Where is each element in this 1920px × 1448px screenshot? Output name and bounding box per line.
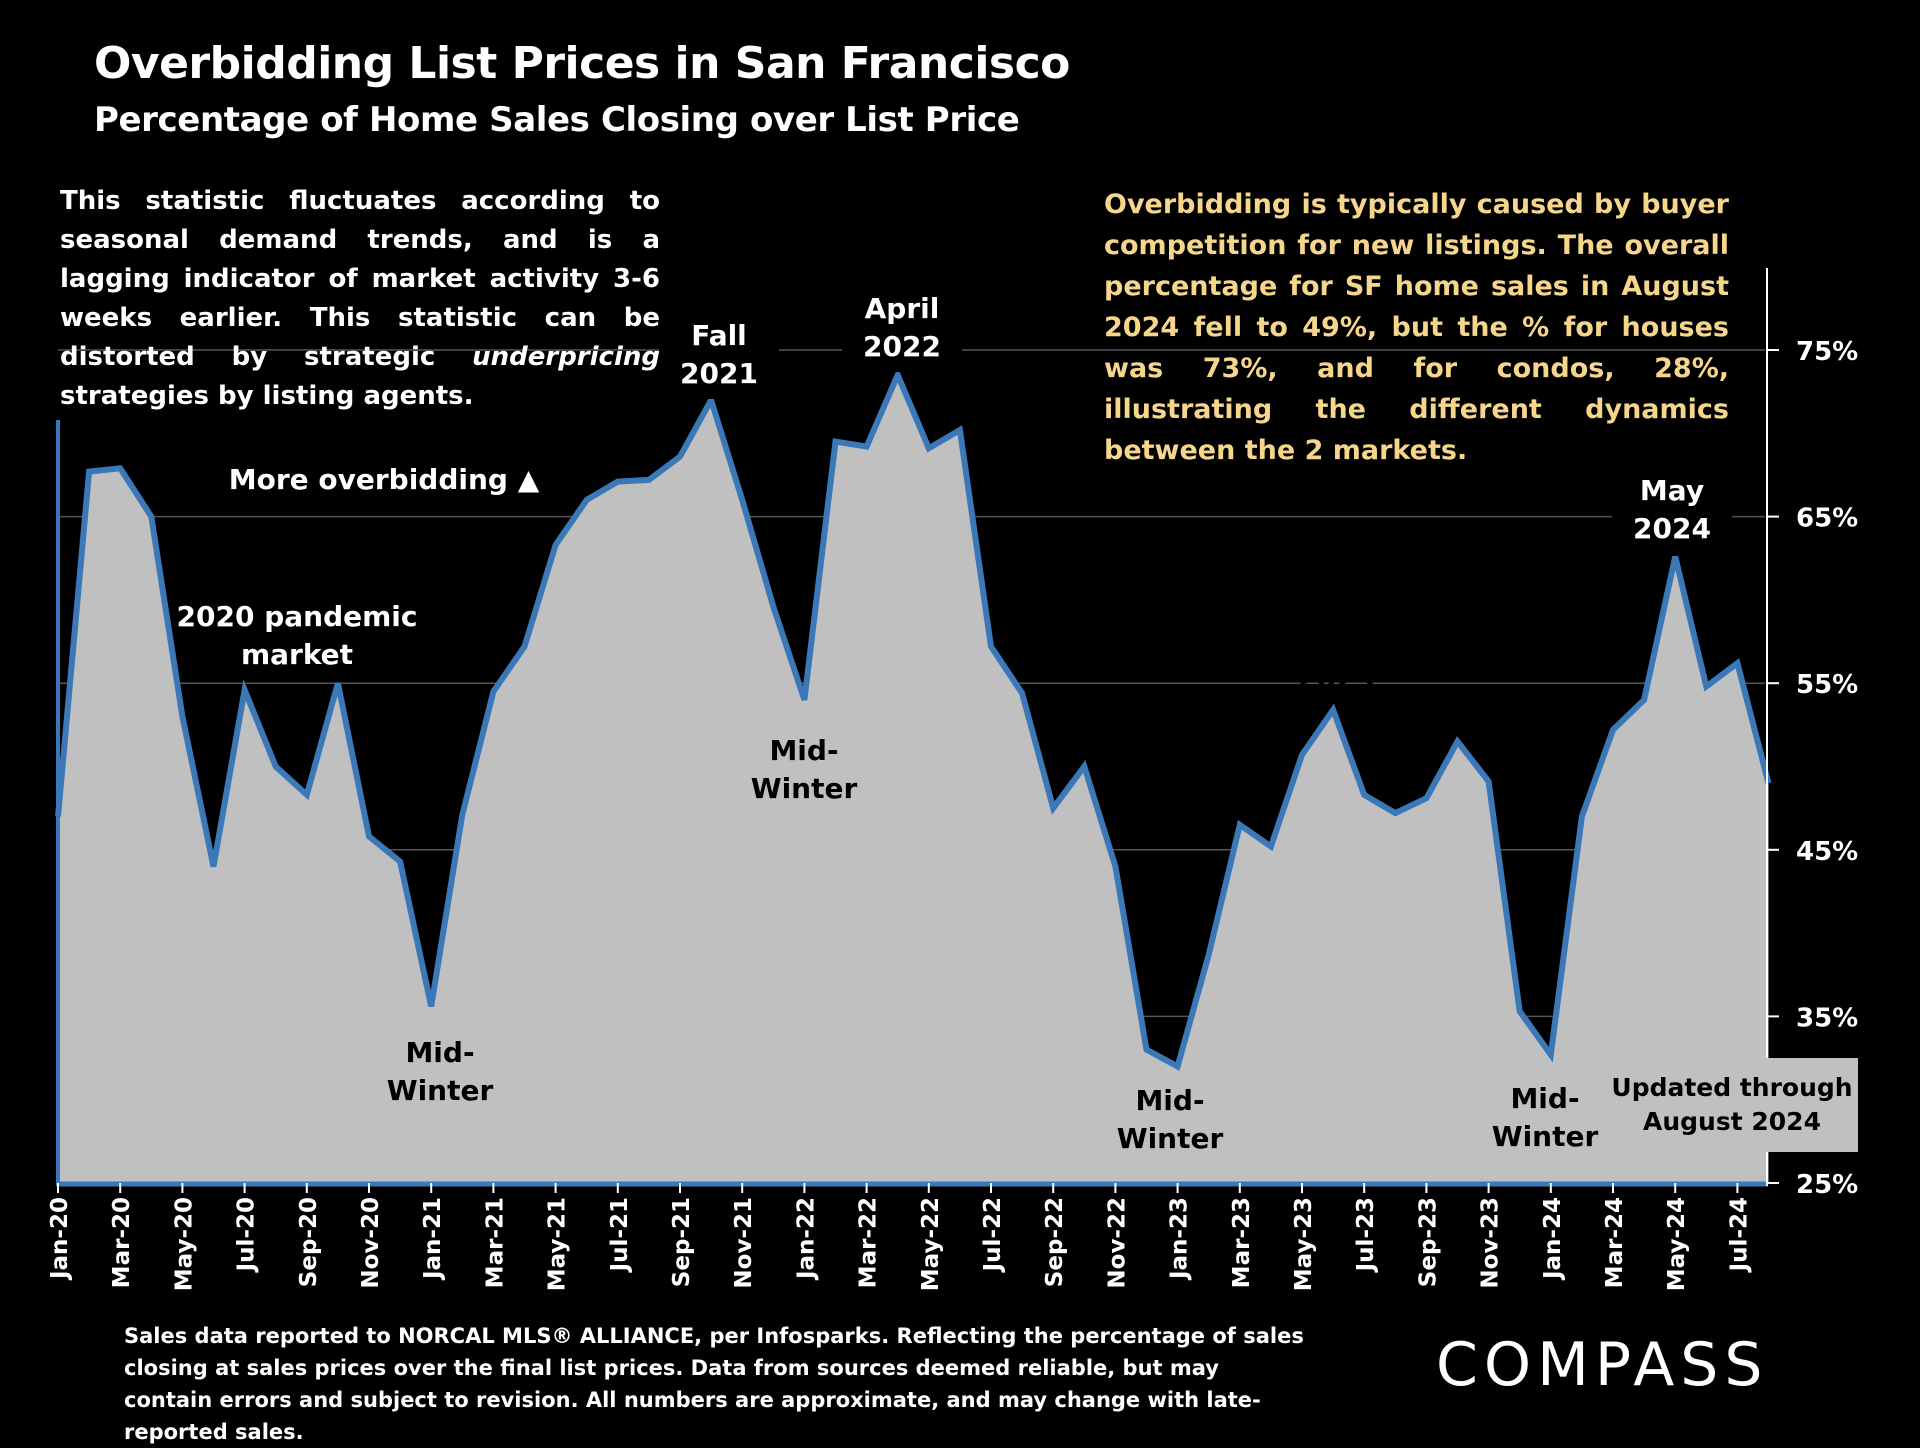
x-tick-label: Sep-22 xyxy=(1042,1197,1068,1287)
annotation-pandemic: 2020 pandemic xyxy=(177,600,418,633)
area-layer xyxy=(58,375,1769,1183)
annotation-mw_jan21: Winter xyxy=(387,1074,494,1107)
annotation-mw_jan23: Winter xyxy=(1117,1122,1224,1155)
x-tick-label: Jul-22 xyxy=(980,1197,1006,1273)
x-tick-label: Nov-22 xyxy=(1104,1197,1130,1289)
x-tick-label: Jul-23 xyxy=(1353,1197,1379,1273)
x-tick-label: Sep-21 xyxy=(669,1197,695,1287)
annotation-updated: August 2024 xyxy=(1643,1107,1821,1136)
x-tick-label: May-20 xyxy=(171,1197,197,1291)
x-tick-label: Nov-21 xyxy=(731,1197,757,1289)
x-tick-label: Nov-23 xyxy=(1478,1197,1504,1289)
annotation-mw_jan24: Winter xyxy=(1492,1120,1599,1153)
source-footnote: Sales data reported to NORCAL MLS® ALLIA… xyxy=(124,1320,1304,1448)
annotation-more_overbidding: More overbidding ▲ xyxy=(229,463,540,496)
x-tick-label: Mar-21 xyxy=(482,1197,508,1288)
x-tick-label: Jul-21 xyxy=(607,1197,633,1273)
annotation-may2024: 2024 xyxy=(1633,512,1711,545)
x-tick-label: May-24 xyxy=(1664,1197,1690,1291)
logo-text: COMPASS xyxy=(1436,1330,1768,1400)
annotation-mw_jan22: Mid- xyxy=(769,734,838,767)
x-tick-label: May-21 xyxy=(545,1197,571,1291)
annotation-june2023: 2023 xyxy=(1297,662,1375,695)
x-tick-label: May-23 xyxy=(1291,1197,1317,1291)
x-tick-label: Jan-24 xyxy=(1540,1197,1566,1281)
annotation-mw_jan21: Mid- xyxy=(405,1036,474,1069)
x-tick-label: Nov-20 xyxy=(358,1197,384,1289)
annotation-april2022: April xyxy=(865,292,940,325)
annotation-june2023: June xyxy=(1299,624,1370,657)
note-right: Overbidding is typically caused by buyer… xyxy=(1104,184,1729,471)
x-tick-label: Mar-23 xyxy=(1229,1197,1255,1288)
y-tick-label: 75% xyxy=(1796,337,1858,367)
annotation-mw_jan23: Mid- xyxy=(1135,1084,1204,1117)
x-tick-label: Jul-20 xyxy=(234,1197,260,1273)
annotation-updated: Updated through xyxy=(1611,1073,1852,1102)
x-tick-label: May-22 xyxy=(918,1197,944,1291)
x-tick-label: Sep-23 xyxy=(1415,1197,1441,1287)
y-tick-label: 55% xyxy=(1796,670,1858,700)
x-tick-label: Mar-24 xyxy=(1602,1197,1628,1288)
x-tick-label: Jan-21 xyxy=(420,1197,446,1281)
annotation-may2024: May xyxy=(1640,474,1704,507)
note-left: This statistic fluctuates according to s… xyxy=(60,182,660,416)
annotation-april2022: 2022 xyxy=(863,330,941,363)
annotation-fall2021: Fall xyxy=(691,319,747,352)
x-tick-label: Mar-22 xyxy=(856,1197,882,1288)
x-tick-label: Jan-23 xyxy=(1167,1197,1193,1281)
annotation-mw_jan22: Winter xyxy=(751,772,858,805)
note-left-part2: strategies by listing agents. xyxy=(60,381,474,411)
annotation-pandemic: market xyxy=(241,638,353,671)
y-tick-label: 45% xyxy=(1796,837,1858,867)
x-tick-label: Mar-20 xyxy=(109,1197,135,1288)
x-tick-label: Jan-20 xyxy=(47,1197,73,1281)
y-tick-label: 25% xyxy=(1796,1170,1858,1200)
x-tick-label: Sep-20 xyxy=(296,1197,322,1287)
annotation-mw_jan24: Mid- xyxy=(1510,1082,1579,1115)
compass-logo: COMPASS xyxy=(1436,1330,1768,1400)
x-tick-label: Jul-24 xyxy=(1726,1197,1752,1273)
note-left-emphasis: underpricing xyxy=(472,342,660,372)
annotation-fall2021: 2021 xyxy=(680,357,758,390)
x-tick-label: Jan-22 xyxy=(793,1197,819,1281)
y-tick-label: 35% xyxy=(1796,1003,1858,1033)
y-tick-label: 65% xyxy=(1796,504,1858,534)
x-tick-labels: Jan-20 Mar-20 May-20 Jul-20 Sep-20 Nov-20 Jan-… xyxy=(47,1183,1752,1291)
area-fill xyxy=(58,375,1769,1183)
